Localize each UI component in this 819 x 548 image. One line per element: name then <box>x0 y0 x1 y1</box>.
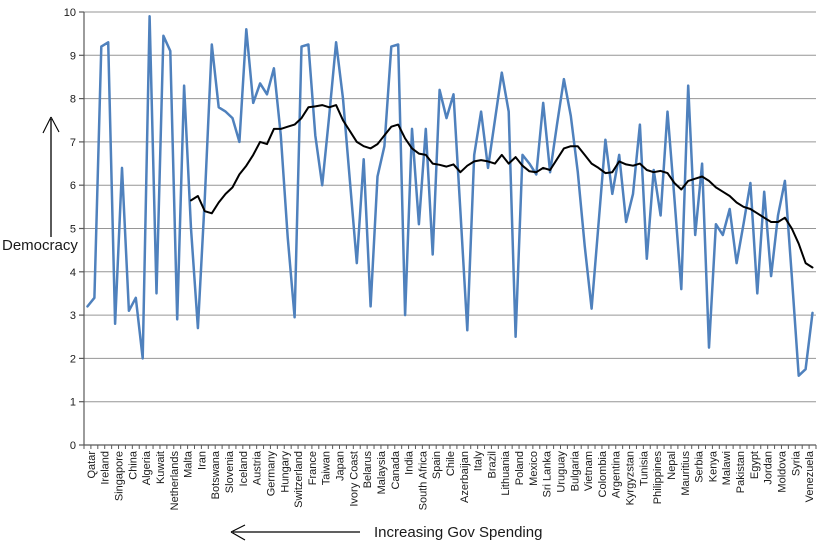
x-category-label: Kenya <box>707 450 719 482</box>
x-category-label: Kuwait <box>155 451 167 484</box>
x-category-label: Moldova <box>776 450 788 492</box>
x-category-label: Germany <box>265 451 277 497</box>
x-category-label: Brazil <box>486 451 498 479</box>
x-category-label: Nepal <box>666 451 678 480</box>
x-category-label: Switzerland <box>293 451 305 508</box>
x-category-label: Colombia <box>597 450 609 497</box>
gov-spending-arrow-barb-top <box>230 524 246 533</box>
x-category-label: Algeria <box>141 450 153 485</box>
x-category-label: India <box>404 450 416 475</box>
y-tick-label: 2 <box>70 353 76 365</box>
y-tick-label: 1 <box>70 397 76 409</box>
x-category-label: Tunisia <box>638 450 650 486</box>
x-category-label: China <box>127 450 139 480</box>
x-category-label: Egypt <box>749 451 761 479</box>
x-category-label: Malawi <box>721 451 733 485</box>
x-category-label: Iceland <box>238 451 250 486</box>
x-category-label: Canada <box>390 450 402 489</box>
y-tick-label: 0 <box>70 440 76 452</box>
democracy-series-line <box>86 15 814 377</box>
x-axis-annotation: Increasing Gov Spending <box>374 524 543 541</box>
x-category-label: Sri Lanka <box>542 450 554 497</box>
x-category-label: Serbia <box>694 450 706 483</box>
x-category-label: Kyrgyzstan <box>625 451 637 505</box>
x-category-label: Uruguay <box>555 451 567 493</box>
x-category-label: Mauritius <box>680 451 692 496</box>
y-tick-label: 4 <box>70 267 76 279</box>
x-category-label: Malaysia <box>376 450 388 494</box>
x-category-label: France <box>307 451 319 485</box>
x-category-label: Syria <box>790 450 802 476</box>
x-category-label: Argentina <box>611 450 623 498</box>
x-category-label: Slovenia <box>224 450 236 493</box>
x-category-label: Hungary <box>279 451 291 493</box>
x-category-label: Austria <box>252 450 264 485</box>
x-category-label: Vietnam <box>583 451 595 491</box>
gov-spending-arrow-barb-bottom <box>230 531 246 541</box>
y-tick-label: 7 <box>70 137 76 149</box>
x-category-label: Bulgaria <box>569 450 581 491</box>
x-category-label: Taiwan <box>321 451 333 485</box>
x-category-label: Iran <box>196 451 208 470</box>
x-category-label: Singapore <box>114 451 126 501</box>
x-category-label: Belarus <box>362 451 374 489</box>
x-category-label: Poland <box>514 451 526 485</box>
x-category-label: Pakistan <box>735 451 747 493</box>
y-tick-label: 5 <box>70 224 76 236</box>
moving-average-series-line <box>190 104 814 269</box>
x-category-label: Ivory Coast <box>348 451 360 507</box>
x-category-label: South Africa <box>417 450 429 510</box>
x-category-label: Venezuela <box>804 450 816 502</box>
democracy-up-arrow-barb-left <box>42 116 52 134</box>
y-tick-label: 10 <box>64 7 76 19</box>
democracy-up-arrow-barb-right <box>50 116 60 133</box>
x-category-label: Italy <box>473 451 485 472</box>
x-category-label: Azerbaijan <box>459 451 471 503</box>
x-category-label: Mexico <box>528 451 540 486</box>
x-category-label: Qatar <box>86 451 98 479</box>
x-category-label: Lithuania <box>500 450 512 496</box>
x-category-label: Netherlands <box>169 451 181 511</box>
x-category-label: Philippines <box>652 451 664 505</box>
y-axis-annotation: Democracy <box>2 237 78 254</box>
y-tick-label: 3 <box>70 310 76 322</box>
x-category-label: Ireland <box>100 451 112 485</box>
y-tick-label: 8 <box>70 94 76 106</box>
y-tick-label: 6 <box>70 180 76 192</box>
x-category-label: Chile <box>445 451 457 476</box>
x-category-label: Botswana <box>210 450 222 499</box>
x-category-label: Jordan <box>763 451 775 485</box>
x-category-label: Malta <box>183 450 195 478</box>
x-category-label: Spain <box>431 451 443 479</box>
y-tick-label: 9 <box>70 50 76 62</box>
x-category-label: Japan <box>335 451 347 481</box>
